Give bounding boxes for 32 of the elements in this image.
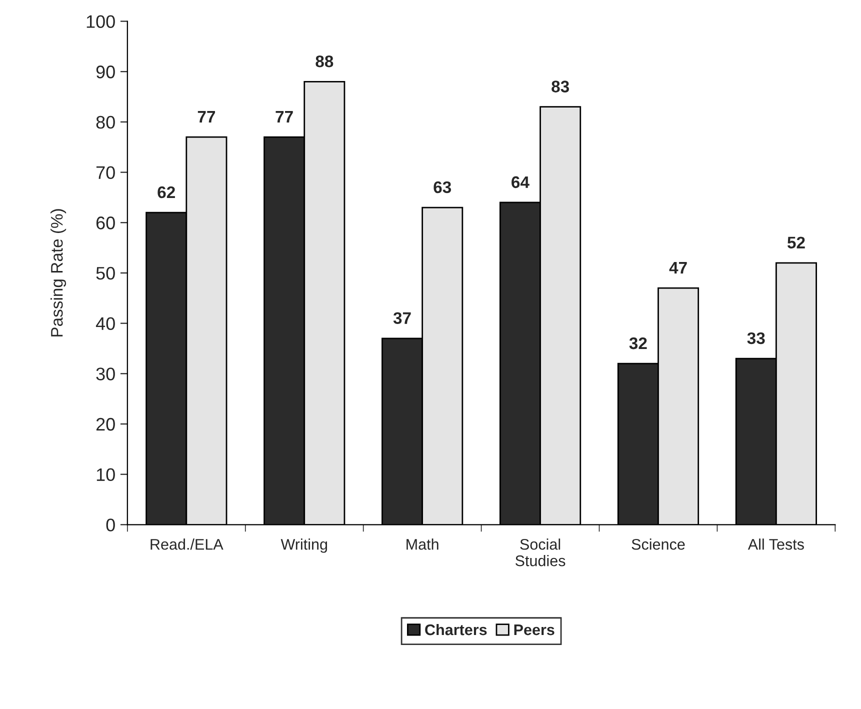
y-tick-label: 0 bbox=[106, 518, 115, 532]
legend-label: Peers bbox=[514, 624, 554, 636]
data-label: 77 bbox=[198, 111, 215, 122]
x-tick-label: Writing bbox=[280, 538, 328, 553]
data-label: 62 bbox=[158, 186, 175, 198]
y-axis-title: Passing Rate (%) bbox=[50, 209, 66, 336]
data-label: 33 bbox=[747, 332, 765, 344]
y-tick-label: 50 bbox=[96, 266, 115, 280]
y-tick-label: 70 bbox=[96, 166, 115, 180]
data-label: 37 bbox=[393, 312, 411, 324]
y-tick-label: 30 bbox=[96, 368, 115, 380]
y-tick-label: 40 bbox=[96, 317, 115, 330]
y-tick-label: 60 bbox=[96, 216, 115, 230]
data-label: 64 bbox=[512, 176, 530, 188]
data-label: 83 bbox=[552, 80, 569, 92]
x-tick-label: Math bbox=[406, 538, 438, 550]
data-label: 32 bbox=[629, 337, 647, 350]
data-label: 63 bbox=[434, 181, 452, 194]
x-tick-label: Science bbox=[632, 538, 685, 550]
data-label: 77 bbox=[276, 111, 293, 122]
legend-label: Charters bbox=[425, 624, 487, 636]
y-tick-label: 20 bbox=[96, 418, 115, 431]
data-label: 52 bbox=[787, 236, 805, 248]
x-tick-label: Social Studies bbox=[515, 538, 566, 566]
y-tick-label: 80 bbox=[96, 116, 115, 129]
y-tick-label: 90 bbox=[96, 66, 115, 78]
data-label: 47 bbox=[669, 262, 687, 274]
x-tick-label: All Tests bbox=[748, 538, 804, 550]
y-tick-label: 100 bbox=[86, 15, 115, 28]
data-label: 88 bbox=[316, 55, 334, 68]
y-tick-label: 10 bbox=[96, 468, 115, 482]
x-tick-label: Read./ELA bbox=[150, 538, 224, 550]
